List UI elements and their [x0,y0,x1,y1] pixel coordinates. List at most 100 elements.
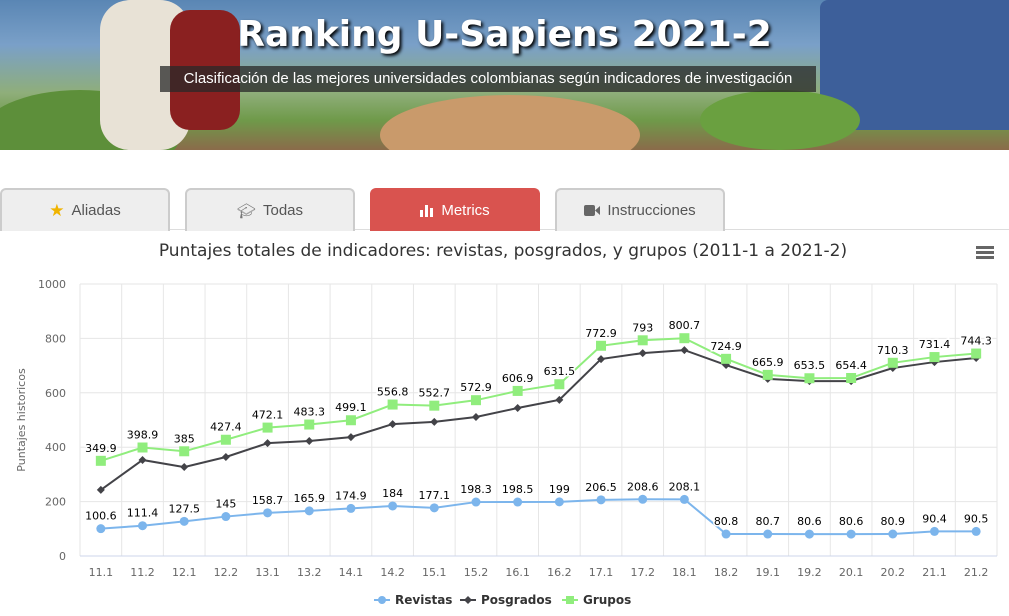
point-grupos [804,373,815,384]
x-tick-label: 13.2 [297,566,322,579]
point-grupos [304,419,315,430]
y-axis-label: Puntajes historicos [15,368,28,472]
point-posgrados [513,404,522,413]
point-posgrados [305,436,314,445]
video-camera-icon [584,205,601,216]
x-tick-label: 17.2 [630,566,655,579]
data-label: 654.4 [835,359,867,372]
x-tick-label: 19.1 [756,566,781,579]
point-revistas [388,501,398,511]
x-tick-label: 14.2 [380,566,405,579]
point-posgrados [221,452,230,461]
page-subtitle: Clasificación de las mejores universidad… [160,66,816,92]
x-tick-label: 17.1 [589,566,614,579]
point-grupos [971,348,982,359]
x-tick-label: 20.1 [839,566,864,579]
point-revistas [763,529,773,539]
data-label: 90.4 [922,512,947,525]
tab-label: Metrics [441,202,490,219]
data-label: 631.5 [544,365,576,378]
point-grupos [554,379,565,390]
data-label: 199 [549,483,570,496]
data-label: 731.4 [919,338,951,351]
data-label: 349.9 [85,442,117,455]
point-posgrados [430,417,439,426]
data-label: 208.6 [627,480,659,493]
point-grupos [262,422,273,433]
point-revistas [96,524,106,534]
point-revistas [221,512,231,522]
data-label: 385 [174,432,195,445]
point-posgrados [263,439,272,448]
point-grupos [762,369,773,380]
data-label: 398.9 [127,428,159,441]
point-revistas [554,497,564,507]
tab-label: Aliadas [71,202,121,219]
data-label: 198.5 [502,483,534,496]
legend-marker [464,596,472,604]
point-posgrados [680,346,689,355]
point-revistas [888,529,898,539]
x-tick-label: 16.2 [547,566,572,579]
legend-marker [378,596,386,604]
data-label: 483.3 [294,406,326,419]
data-label: 145 [215,498,236,511]
point-grupos [887,357,898,368]
point-grupos [721,353,732,364]
page-title: Ranking U-Sapiens 2021-2 [237,14,772,55]
point-grupos [846,373,857,384]
point-grupos [512,385,523,396]
data-label: 556.8 [377,386,409,399]
point-revistas [179,516,189,526]
data-label: 665.9 [752,356,784,369]
tab-instrucciones[interactable]: Instrucciones [555,188,725,231]
data-label: 158.7 [252,494,284,507]
x-tick-label: 14.1 [339,566,364,579]
y-tick-label: 1000 [38,278,66,291]
tab-metrics[interactable]: Metrics [370,188,540,231]
x-tick-label: 21.1 [922,566,947,579]
x-tick-label: 15.2 [464,566,489,579]
point-revistas [679,494,689,504]
data-label: 800.7 [669,319,701,332]
point-revistas [804,529,814,539]
data-label: 177.1 [419,489,451,502]
point-revistas [471,497,481,507]
data-label: 744.3 [960,335,992,348]
point-posgrados [388,420,397,429]
x-tick-label: 18.1 [672,566,697,579]
point-posgrados [346,433,355,442]
x-tick-label: 21.2 [964,566,989,579]
point-grupos [137,442,148,453]
chart-menu-button[interactable] [976,246,994,260]
data-label: 90.5 [964,512,989,525]
x-tick-label: 19.2 [797,566,822,579]
point-revistas [638,494,648,504]
series-line-posgrados [100,349,977,491]
star-icon: ★ [49,200,65,220]
data-label: 472.1 [252,409,284,422]
x-tick-label: 11.1 [89,566,114,579]
series-line-grupos [100,337,977,462]
point-grupos [345,415,356,426]
point-grupos [929,352,940,363]
point-revistas [721,529,731,539]
point-posgrados [471,413,480,422]
point-revistas [846,529,856,539]
point-posgrados [96,485,105,494]
point-posgrados [638,349,647,358]
data-label: 80.6 [797,515,822,528]
point-posgrados [138,455,147,464]
data-label: 653.5 [794,359,826,372]
data-label: 80.9 [881,515,906,528]
header-banner: Ranking U-Sapiens 2021-2 Clasificación d… [0,0,1009,150]
chart-title: Puntajes totales de indicadores: revista… [159,241,847,261]
point-revistas [346,503,356,513]
tab-todas[interactable]: 🎓︎ Todas [185,188,355,231]
x-tick-label: 15.1 [422,566,447,579]
tab-aliadas[interactable]: ★ Aliadas [0,188,170,231]
data-label: 206.5 [585,481,617,494]
data-label: 198.3 [460,483,492,496]
point-revistas [429,503,439,513]
point-grupos [387,399,398,410]
